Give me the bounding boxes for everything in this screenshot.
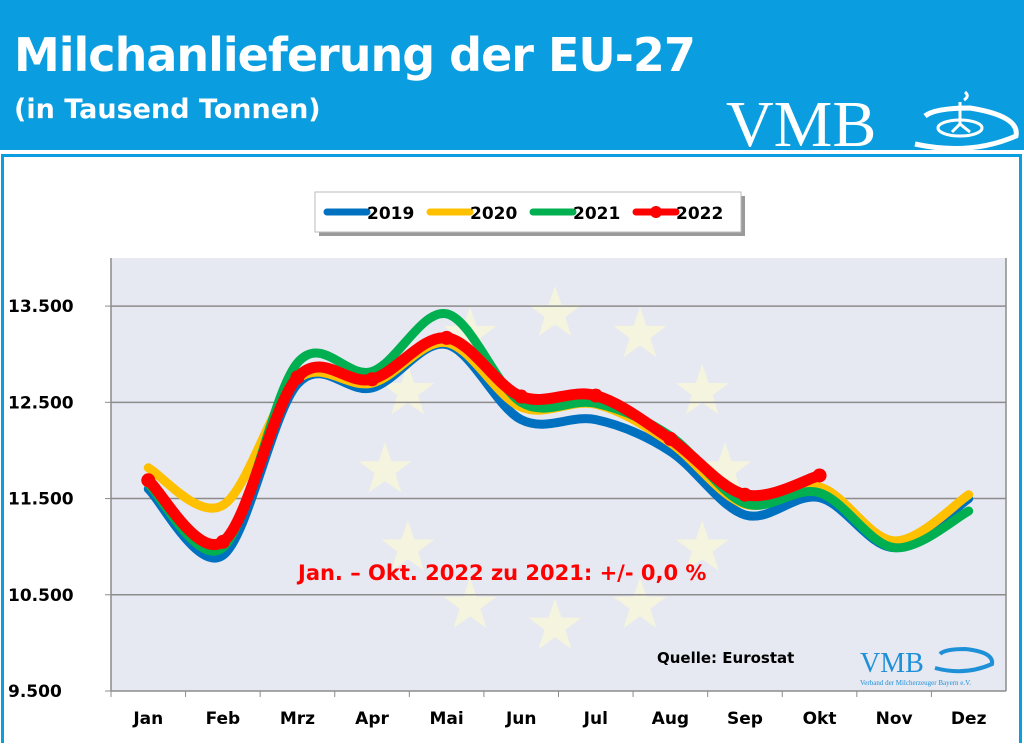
legend-label: 2022 bbox=[676, 204, 723, 224]
star-icon bbox=[381, 363, 435, 415]
data-point-2022 bbox=[588, 388, 603, 403]
x-tick-label: Sep bbox=[727, 709, 763, 729]
vmb-watermark-caption: Verband der Milcherzeuger Bayern e.V. bbox=[860, 679, 971, 687]
x-tick-label: Dez bbox=[951, 709, 987, 729]
star-icon bbox=[675, 363, 729, 415]
data-point-2022 bbox=[737, 487, 752, 502]
vmb-watermark-text: VMB bbox=[860, 648, 924, 679]
x-tick-label: Nov bbox=[876, 709, 913, 729]
x-tick-label: Jun bbox=[505, 709, 537, 729]
data-point-2022 bbox=[365, 372, 380, 387]
vmb-watermark-logo: VMB Verband der Milcherzeuger Bayern e.V… bbox=[860, 646, 995, 687]
star-icon bbox=[528, 285, 582, 337]
legend-label: 2020 bbox=[470, 204, 517, 224]
x-tick-label: Mrz bbox=[280, 709, 315, 729]
star-icon bbox=[698, 442, 752, 493]
chart-subtitle: (in Tausend Tonnen) bbox=[14, 94, 321, 125]
chart-title: Milchanlieferung der EU-27 bbox=[14, 28, 696, 82]
vmb-logo-text: VMB bbox=[726, 88, 876, 152]
data-point-2022 bbox=[812, 468, 827, 483]
data-point-2022 bbox=[663, 431, 678, 446]
data-point-2022 bbox=[439, 330, 454, 345]
star-icon bbox=[358, 442, 412, 493]
vmb-watermark-emblem-icon bbox=[934, 646, 995, 674]
data-point-2022 bbox=[290, 370, 305, 385]
star-icon bbox=[675, 520, 729, 571]
x-tick-label: Jan bbox=[132, 709, 163, 729]
y-tick-label: 9.500 bbox=[8, 682, 62, 702]
y-tick-label: 12.500 bbox=[8, 393, 74, 413]
vmb-logo: VMB bbox=[726, 88, 1019, 152]
legend-marker-2022 bbox=[650, 206, 662, 218]
x-tick-label: Aug bbox=[652, 709, 689, 729]
series-line-2022 bbox=[142, 332, 826, 550]
y-tick-label: 13.500 bbox=[8, 297, 74, 317]
chart-frame bbox=[1, 154, 1022, 743]
star-icon bbox=[443, 577, 497, 629]
star-icon bbox=[613, 306, 667, 358]
y-tick-label: 11.500 bbox=[8, 490, 74, 510]
star-icon bbox=[528, 598, 582, 650]
x-tick-label: Jul bbox=[583, 709, 608, 729]
y-tick-label: 10.500 bbox=[8, 586, 74, 606]
x-tick-label: Okt bbox=[803, 709, 837, 729]
data-point-2022 bbox=[141, 473, 156, 488]
annotation-text: Jan. – Okt. 2022 zu 2021: +/- 0,0 % bbox=[296, 561, 706, 585]
star-icon bbox=[381, 520, 435, 571]
y-axis-ticks: 9.500 10.500 11.500 12.500 13.500 bbox=[8, 297, 111, 702]
source-text: Quelle: Eurostat bbox=[657, 649, 794, 667]
data-point-2022 bbox=[514, 389, 529, 404]
data-point-2022 bbox=[215, 534, 230, 549]
legend-label: 2019 bbox=[367, 204, 414, 224]
legend: 2019 2020 2021 2022 bbox=[314, 191, 745, 236]
x-tick-label: Apr bbox=[355, 709, 389, 729]
header-banner: Milchanlieferung der EU-27 (in Tausend T… bbox=[0, 0, 1024, 152]
star-icon bbox=[613, 577, 667, 629]
vmb-logo-emblem-icon bbox=[914, 90, 1019, 151]
x-axis-ticks: Jan Feb Mrz Apr Mai Jun Jul Aug Sep Okt Nov Dez bbox=[110, 691, 987, 729]
x-tick-label: Feb bbox=[206, 709, 241, 729]
x-tick-label: Mai bbox=[430, 709, 464, 729]
series-lines bbox=[141, 309, 974, 563]
legend-label: 2021 bbox=[573, 204, 620, 224]
